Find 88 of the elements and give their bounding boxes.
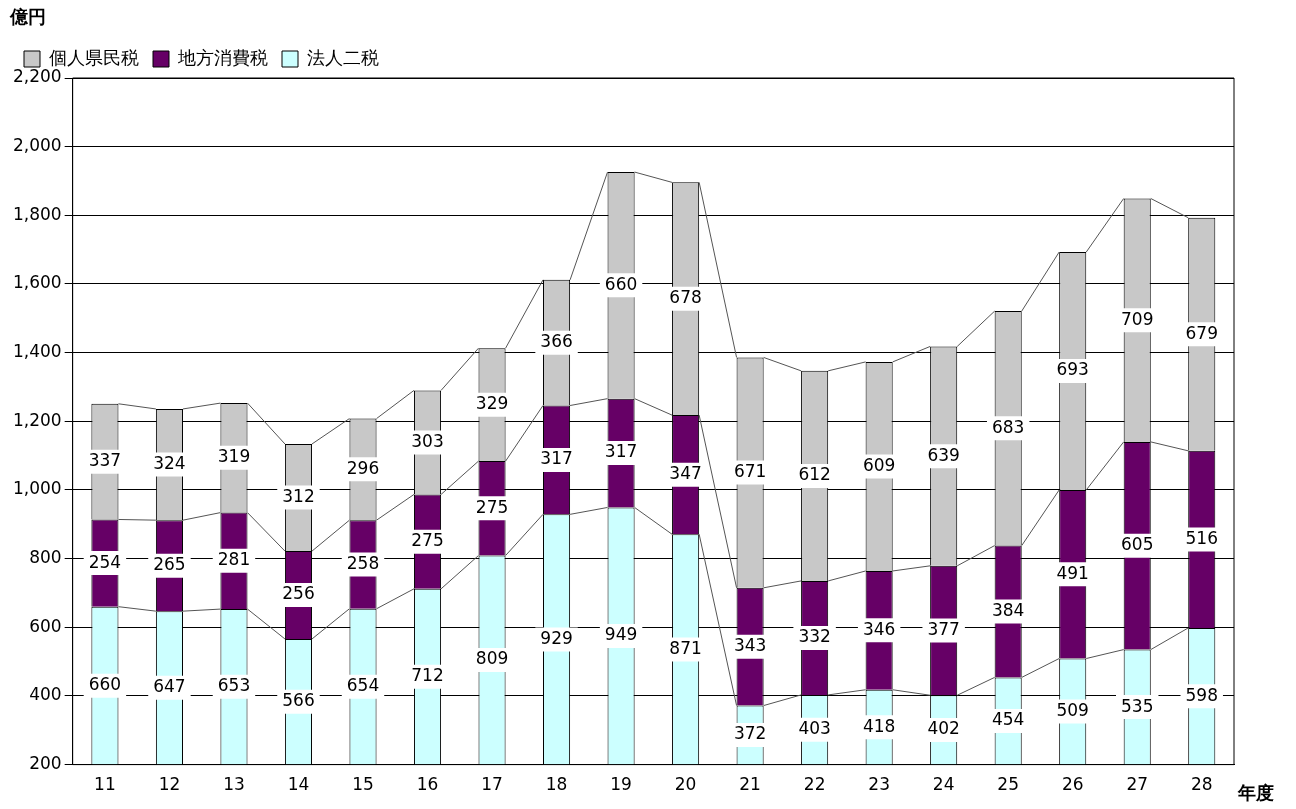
data-label: 871 [669,637,702,658]
data-label: 256 [282,583,315,604]
data-label: 296 [346,457,380,478]
data-label: 509 [1056,699,1089,720]
legend-label: 個人県民税 [49,46,139,68]
y-tick-label: 400 [29,684,62,705]
data-label: 653 [217,675,251,696]
data-label: 678 [669,287,702,308]
y-tick-label: 200 [29,753,62,774]
x-tick-label: 26 [1061,774,1084,795]
data-label: 654 [346,675,380,696]
x-tick-label: 18 [545,774,568,795]
x-tick-label: 25 [997,774,1020,795]
data-label: 332 [798,626,831,647]
data-label: 660 [88,674,122,695]
x-tick-label: 22 [803,774,826,795]
y-axis-title: 億円 [9,5,46,27]
data-label: 265 [153,554,186,575]
y-tick-label: 800 [29,547,62,568]
x-tick-label: 20 [674,774,697,795]
x-tick-label: 28 [1190,774,1213,795]
data-label: 605 [1121,534,1154,555]
data-label: 929 [540,627,573,648]
data-label: 516 [1185,527,1218,548]
x-tick-label: 19 [610,774,632,795]
x-tick-label: 14 [287,774,310,795]
data-label: 372 [733,723,767,744]
data-label: 671 [733,461,767,482]
data-label: 303 [411,430,444,451]
x-tick-label: 21 [739,774,761,795]
x-axis-title: 年度 [1237,782,1274,804]
data-label: 347 [669,463,702,484]
data-label: 639 [927,444,960,465]
x-tick-label: 13 [223,774,245,795]
legend-label: 地方消費税 [177,46,268,68]
data-label: 647 [153,676,186,697]
data-label: 535 [1121,695,1154,716]
data-label: 709 [1121,308,1154,329]
data-label: 949 [604,624,638,645]
data-label: 317 [540,448,573,469]
y-tick-label: 1,000 [13,478,62,499]
data-label: 329 [475,393,509,414]
data-label: 712 [411,665,444,686]
y-tick-label: 1,200 [13,409,62,430]
data-label: 693 [1056,359,1089,380]
x-tick-label: 23 [868,774,890,795]
data-label: 679 [1185,322,1218,343]
y-tick-label: 2,000 [13,135,62,156]
x-tick-label: 17 [481,774,503,795]
data-label: 258 [346,552,380,573]
data-label: 491 [1056,562,1089,583]
data-label: 566 [282,690,315,711]
data-label: 612 [798,464,831,485]
data-label: 403 [798,718,831,739]
x-tick-label: 27 [1126,774,1149,795]
data-label: 598 [1185,684,1218,705]
data-label: 454 [991,709,1025,730]
data-label: 317 [604,441,638,462]
y-tick-label: 1,600 [13,272,62,293]
data-label: 384 [991,599,1025,620]
data-label: 312 [282,485,315,506]
y-tick-label: 1,400 [13,341,62,362]
data-label: 366 [540,331,573,352]
y-tick-label: 1,800 [13,203,62,224]
data-label: 346 [862,618,896,639]
legend-label: 法人二税 [307,46,379,68]
data-label: 337 [88,450,122,471]
data-label: 275 [411,530,444,551]
x-tick-label: 16 [416,774,439,795]
data-label: 683 [991,416,1025,437]
y-tick-label: 2,200 [13,66,62,87]
data-label: 275 [475,496,509,517]
data-label: 402 [927,718,960,739]
data-label: 809 [475,648,509,669]
x-tick-label: 11 [94,774,116,795]
data-label: 377 [927,618,960,639]
data-label: 254 [88,551,122,572]
data-label: 281 [217,549,251,570]
data-label: 418 [862,715,896,736]
x-tick-label: 24 [932,774,955,795]
x-tick-label: 15 [352,774,374,795]
data-label: 660 [604,273,638,294]
y-tick-label: 600 [29,615,62,636]
data-label: 343 [733,635,767,656]
data-label: 319 [217,446,251,467]
x-tick-label: 12 [158,774,181,795]
data-label: 609 [862,454,896,475]
data-label: 324 [153,452,186,473]
